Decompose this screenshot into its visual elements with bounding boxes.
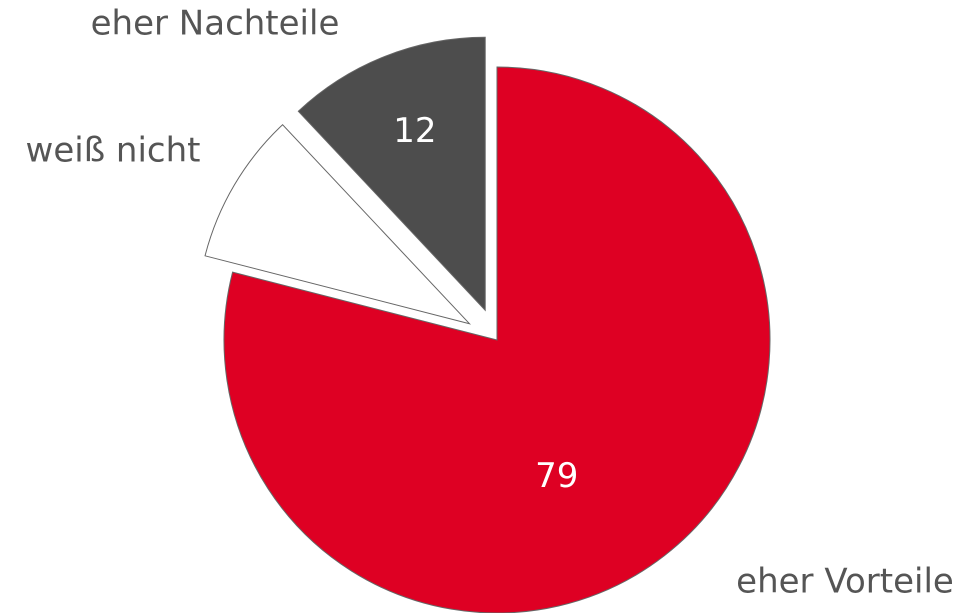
pie-slice bbox=[204, 123, 471, 325]
category-label: weiß nicht bbox=[26, 131, 201, 171]
category-label: eher Nachteile bbox=[91, 4, 340, 44]
pie-slice bbox=[223, 66, 771, 613]
data-label: 12 bbox=[393, 111, 436, 151]
category-label: eher Vorteile bbox=[736, 562, 954, 602]
data-label: 79 bbox=[535, 456, 578, 496]
pie-slice bbox=[297, 36, 486, 312]
